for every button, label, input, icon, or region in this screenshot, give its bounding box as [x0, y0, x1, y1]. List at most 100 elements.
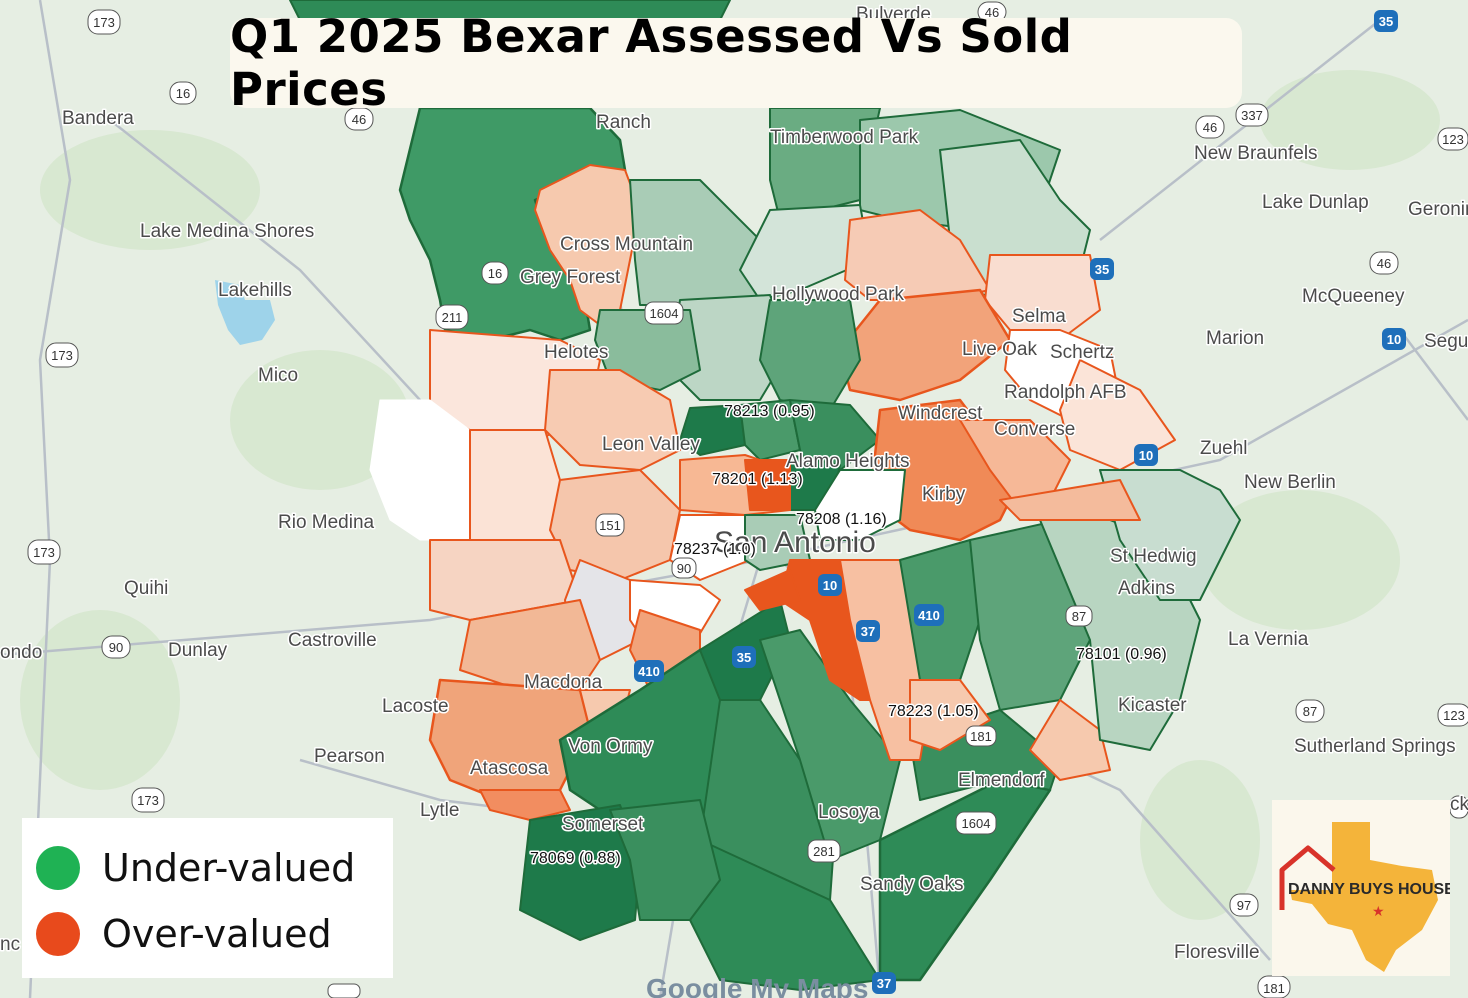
- place-label: Geronimo: [1408, 199, 1468, 220]
- shield-97: 97: [1229, 893, 1259, 917]
- legend-label-over: Over-valued: [102, 912, 332, 956]
- svg-text:87: 87: [1072, 609, 1086, 624]
- shield-123-ne: 123: [1437, 127, 1468, 151]
- place-label: Cross Mountain: [560, 234, 693, 255]
- place-label: La Vernia: [1228, 629, 1309, 650]
- lake-medina: [215, 280, 275, 345]
- place-label: Kicaster: [1118, 695, 1187, 716]
- svg-text:46: 46: [1203, 120, 1217, 135]
- place-label: Kirby: [922, 484, 966, 505]
- place-label: Marion: [1206, 328, 1264, 349]
- place-label: Castroville: [288, 630, 377, 651]
- shield-90-center: 90: [671, 557, 697, 579]
- shield-173-southwest: 173: [27, 539, 61, 565]
- place-label: Mico: [258, 365, 298, 386]
- place-label: Lakehills: [218, 280, 292, 301]
- svg-text:37: 37: [877, 976, 891, 991]
- texas-shape-icon: [1290, 822, 1438, 972]
- shield-37-south: 37: [872, 972, 896, 994]
- place-label: Ranch: [596, 112, 651, 133]
- shield-10-center: 10: [818, 574, 842, 596]
- svg-text:35: 35: [1379, 14, 1393, 29]
- place-label: Somerset: [562, 814, 644, 835]
- svg-text:173: 173: [137, 793, 159, 808]
- star-icon: ★: [1372, 903, 1385, 919]
- place-label: Adkins: [1118, 578, 1175, 599]
- zip-label-78223: 78223 (1.05): [888, 703, 979, 720]
- svg-text:211: 211: [442, 310, 463, 325]
- shield-173-west: 173: [45, 342, 79, 368]
- place-label: Elmendorf: [958, 770, 1045, 791]
- place-label: Live Oak: [962, 339, 1037, 360]
- place-label: Rio Medina: [278, 512, 375, 533]
- place-label: Floresville: [1174, 942, 1260, 963]
- zip-label-78101: 78101 (0.96): [1076, 646, 1167, 663]
- shield-1604-south: 1604: [955, 811, 997, 835]
- place-label: Lytle: [420, 800, 459, 821]
- svg-text:35: 35: [737, 650, 751, 665]
- shield-46-top: 46: [977, 1, 1007, 23]
- svg-text:97: 97: [1237, 898, 1251, 913]
- green-dot-icon: [36, 846, 80, 890]
- place-label: ondo: [0, 642, 42, 663]
- shield-35-south: 35: [732, 646, 756, 668]
- svg-text:1604: 1604: [650, 306, 679, 321]
- map-attribution: Google My Maps: [646, 973, 868, 998]
- place-label: Converse: [994, 419, 1075, 440]
- place-label: Selma: [1012, 306, 1066, 327]
- legend-item-under: Under-valued: [36, 846, 355, 890]
- shield-1604-north: 1604: [644, 301, 684, 325]
- zip-labels: 78213 (0.95) 78201 (1.13) 78208 (1.16) 7…: [529, 402, 1169, 869]
- zip-label-78208: 78208 (1.16): [796, 511, 887, 528]
- shield-211-north: 211: [435, 304, 469, 330]
- title-banner: Q1 2025 Bexar Assessed Vs Sold Prices: [230, 10, 1242, 116]
- shield-181-south: 181: [1257, 975, 1291, 998]
- place-label: Timberwood Park: [770, 127, 919, 148]
- svg-text:87: 87: [1303, 704, 1317, 719]
- svg-text:90: 90: [677, 561, 691, 576]
- svg-text:90: 90: [109, 640, 123, 655]
- shield-35-selma: 35: [1090, 258, 1114, 280]
- place-label: Grey Forest: [520, 267, 621, 288]
- orange-dot-icon: [36, 912, 80, 956]
- place-label: St Hedwig: [1110, 546, 1197, 567]
- shield-151: 151: [595, 513, 625, 537]
- shield-123-east: 123: [1437, 703, 1468, 727]
- svg-text:173: 173: [33, 545, 55, 560]
- place-label: Lacoste: [382, 696, 449, 717]
- svg-text:10: 10: [1139, 448, 1153, 463]
- shield-46-west: 46: [344, 107, 374, 131]
- place-label: Sutherland Springs: [1294, 736, 1456, 757]
- shield-16-grey-forest: 16: [481, 261, 509, 285]
- place-label: New Braunfels: [1194, 143, 1318, 164]
- logo-text: DANNY BUYS HOUSES: [1288, 881, 1450, 898]
- shield-173-nw: 173: [87, 9, 121, 35]
- place-label: Seguin: [1424, 331, 1468, 352]
- shield-90-west: 90: [101, 635, 131, 659]
- place-label: Atascosa: [470, 758, 549, 779]
- shield-181-east: [1449, 795, 1468, 819]
- svg-text:123: 123: [1443, 708, 1465, 723]
- legend-item-over: Over-valued: [36, 912, 332, 956]
- highway-shields: 173 16 46 211 173 173 90 173 1604 151 90…: [27, 1, 1468, 998]
- shield-16-north: 16: [169, 81, 197, 105]
- place-label: Bandera: [62, 108, 134, 129]
- place-labels: Bandera Lake Medina Shores Lakehills Mic…: [0, 3, 1468, 965]
- brand-logo: DANNY BUYS HOUSES ★: [1272, 800, 1466, 976]
- shield-37: 37: [856, 620, 880, 642]
- svg-text:37: 37: [861, 624, 875, 639]
- place-label: ck: [1450, 794, 1468, 815]
- svg-text:410: 410: [918, 608, 940, 623]
- terrain-patches: [20, 70, 1440, 920]
- svg-text:46: 46: [985, 5, 999, 20]
- place-label-san-antonio: San Antonio: [714, 526, 876, 559]
- zip-label-78201: 78201 (1.13): [712, 471, 803, 488]
- svg-text:181: 181: [970, 729, 992, 744]
- shield-410-east: 410: [914, 604, 944, 626]
- legend: Under-valued Over-valued: [22, 818, 393, 978]
- shield-35-ne: 35: [1374, 10, 1398, 32]
- place-label: Losoya: [818, 802, 880, 823]
- svg-text:16: 16: [488, 266, 502, 281]
- shield-46-ne: 46: [1195, 115, 1225, 139]
